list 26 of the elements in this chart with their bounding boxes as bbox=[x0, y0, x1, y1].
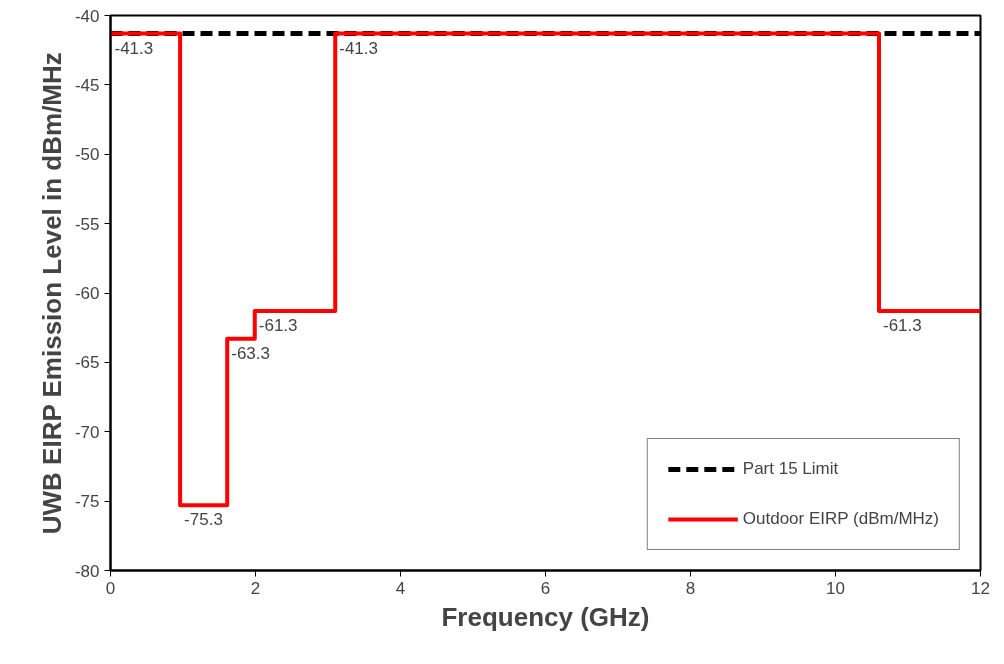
data-label: -41.3 bbox=[114, 38, 154, 58]
x-tick-label: 2 bbox=[250, 578, 261, 598]
legend-label: Part 15 Limit bbox=[742, 459, 839, 479]
y-tick-label: -60 bbox=[74, 284, 100, 303]
x-tick-label: 4 bbox=[395, 578, 406, 598]
x-tick-label: 0 bbox=[105, 578, 116, 598]
x-tick-label: 8 bbox=[685, 578, 696, 598]
data-label: -61.3 bbox=[258, 316, 298, 336]
y-tick-label: -70 bbox=[74, 422, 100, 442]
y-tick-label: -50 bbox=[74, 145, 100, 165]
y-tick-label: -45 bbox=[74, 75, 100, 95]
y-tick-label: -65 bbox=[74, 353, 100, 373]
data-label: -63.3 bbox=[231, 343, 270, 363]
data-label: -41.3 bbox=[339, 38, 378, 58]
data-label: -61.3 bbox=[883, 316, 922, 336]
y-tick-label: -80 bbox=[74, 561, 100, 581]
data-label: -75.3 bbox=[184, 510, 223, 530]
legend-label: Outdoor EIRP (dBm/MHz) bbox=[742, 509, 939, 529]
x-tick-label: 6 bbox=[540, 578, 551, 598]
x-axis-title: Frequency (GHz) bbox=[441, 601, 650, 632]
y-tick-label: -75 bbox=[74, 492, 100, 512]
x-tick-label: 12 bbox=[971, 578, 990, 598]
y-tick-label: -55 bbox=[74, 214, 100, 234]
x-tick-label: 10 bbox=[826, 578, 845, 598]
y-axis-title: UWB EIRP Emission Level in dBm/MHz bbox=[36, 52, 67, 535]
y-tick-label: -40 bbox=[74, 6, 100, 26]
